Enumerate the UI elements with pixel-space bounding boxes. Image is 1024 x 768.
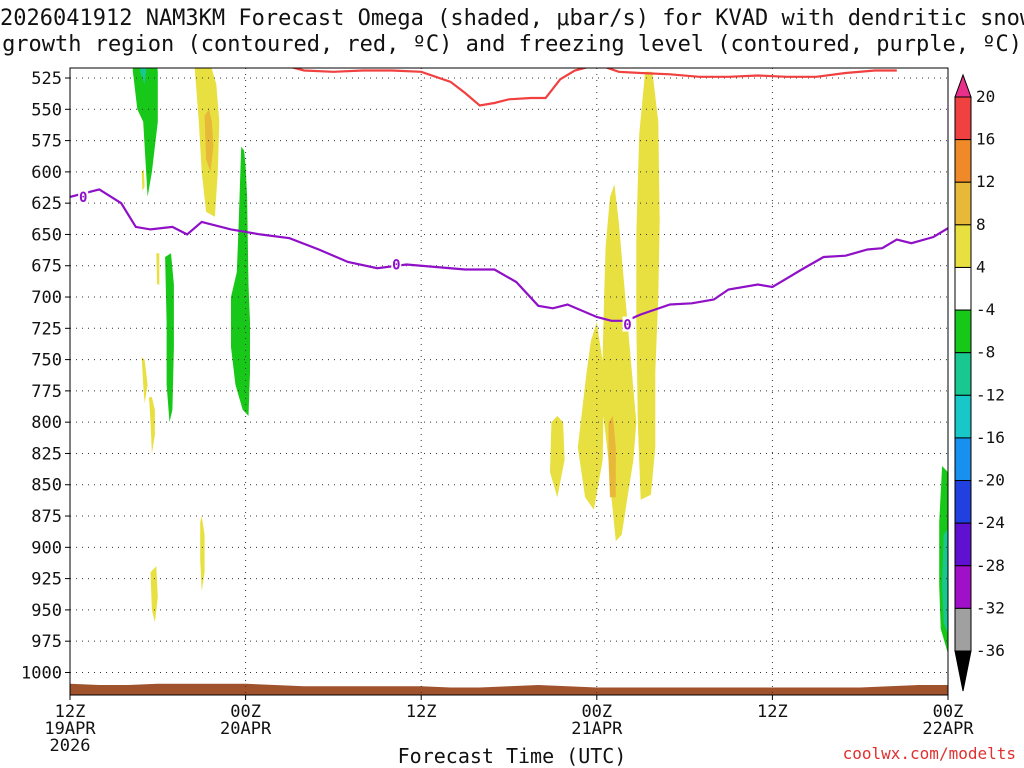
- colorbar-bin-12: [954, 607, 972, 652]
- colorbar-label-11: -28: [976, 556, 1005, 575]
- omega-shade-7: [132, 68, 158, 197]
- x-tick-label-36-0: 00Z: [581, 702, 612, 722]
- colorbar-bin-9: [954, 480, 972, 524]
- y-tick-label-825: 825: [31, 444, 62, 464]
- y-tick-label-525: 525: [31, 69, 62, 89]
- freezing-label-bg-0: [78, 188, 89, 204]
- colorbar-label-7: -12: [976, 385, 1005, 404]
- y-tick-label-850: 850: [31, 476, 62, 496]
- omega-shade-5: [608, 415, 616, 498]
- colorbar-bin-5: [954, 309, 972, 354]
- x-tick-label-60-1: 22APR: [922, 719, 974, 739]
- omega-shade-12: [942, 528, 948, 635]
- colorbar-bin-6: [954, 352, 972, 396]
- colorbar-label-4: 4: [976, 258, 986, 277]
- y-tick-label-975: 975: [31, 632, 62, 652]
- omega-shade-14: [150, 566, 158, 623]
- y-tick-label-1000: 1000: [21, 663, 62, 683]
- omega-shade-16: [141, 357, 148, 404]
- colorbar-label-2: 12: [976, 172, 995, 191]
- y-tick-label-875: 875: [31, 507, 62, 527]
- y-tick-label-550: 550: [31, 100, 62, 120]
- colorbar-bin-0: [954, 96, 972, 141]
- omega-shade-13: [149, 397, 155, 454]
- omega-shade-9: [165, 253, 174, 423]
- y-tick-label-675: 675: [31, 257, 62, 277]
- omega-shade-4: [550, 415, 565, 498]
- freezing-label-2: 0: [623, 318, 631, 334]
- credit-text: coolwx.com/modelts: [842, 744, 1016, 763]
- y-tick-label-800: 800: [31, 413, 62, 433]
- colorbar-label-13: -36: [976, 641, 1005, 660]
- y-tick-label-600: 600: [31, 163, 62, 183]
- y-tick-label-725: 725: [31, 319, 62, 339]
- colorbar-label-10: -24: [976, 513, 1005, 532]
- colorbar-label-9: -20: [976, 471, 1005, 490]
- freezing-label-bg-1: [391, 256, 402, 272]
- omega-shade-10: [231, 146, 250, 416]
- y-tick-label-750: 750: [31, 351, 62, 371]
- dendritic-contour-2: [604, 68, 897, 78]
- x-axis-title: Forecast Time (UTC): [397, 744, 627, 768]
- x-tick-label-36-1: 21APR: [571, 719, 623, 739]
- freezing-label-1: 0: [392, 257, 400, 273]
- colorbar-bin-2: [954, 181, 972, 226]
- x-tick-label-12-1: 20APR: [220, 719, 272, 739]
- x-tick-label-0-1: 19APR: [44, 719, 96, 739]
- chart-title-line-1: 2026041912 NAM3KM Forecast Omega (shaded…: [0, 6, 1024, 31]
- x-tick-label-24-0: 12Z: [406, 702, 437, 722]
- x-tick-label-0-2: 2026: [50, 736, 91, 756]
- freezing-level-line: [70, 188, 948, 322]
- x-tick-label-48-0: 12Z: [757, 702, 788, 722]
- omega-shade-2: [601, 184, 637, 542]
- colorbar-bin-1: [954, 139, 972, 183]
- colorbar-label-0: 20: [976, 87, 995, 106]
- colorbar-bottom-triangle: [954, 650, 972, 692]
- y-tick-label-900: 900: [31, 538, 62, 558]
- colorbar-label-1: 16: [976, 130, 995, 149]
- freezing-label-bg-2: [622, 316, 633, 332]
- colorbar-label-12: -32: [976, 598, 1005, 617]
- omega-shade-6: [636, 71, 660, 500]
- colorbar-bin-11: [954, 565, 972, 609]
- colorbar-label-5: -4: [976, 300, 995, 319]
- terrain-fill: [70, 683, 948, 695]
- dendritic-contour-1: [290, 68, 589, 107]
- colorbar-top-triangle: [954, 73, 972, 98]
- y-tick-label-950: 950: [31, 601, 62, 621]
- omega-shade-18: [141, 169, 145, 191]
- omega-shade-8: [139, 68, 147, 85]
- colorbar-bin-4: [954, 266, 972, 311]
- colorbar-bin-3: [954, 224, 972, 268]
- omega-shade-17: [156, 253, 160, 285]
- y-tick-label-575: 575: [31, 132, 62, 152]
- colorbar-bin-10: [954, 522, 972, 567]
- x-tick-label-60-0: 00Z: [933, 702, 964, 722]
- freezing-label-0: 0: [79, 190, 87, 206]
- colorbar-bin-7: [954, 394, 972, 439]
- y-tick-label-775: 775: [31, 382, 62, 402]
- colorbar-label-8: -16: [976, 428, 1005, 447]
- omega-shade-15: [200, 516, 205, 592]
- x-tick-label-0-0: 12Z: [55, 702, 86, 722]
- colorbar-bin-8: [954, 437, 972, 482]
- chart-title-line-2: growth region (contoured, red, ºC) and f…: [2, 32, 1022, 57]
- plot-frame: [69, 67, 949, 696]
- y-tick-label-925: 925: [31, 570, 62, 590]
- y-tick-label-700: 700: [31, 288, 62, 308]
- y-tick-label-650: 650: [31, 225, 62, 245]
- colorbar-label-6: -8: [976, 343, 995, 362]
- omega-shade-3: [577, 322, 605, 510]
- y-tick-label-625: 625: [31, 194, 62, 214]
- x-tick-label-12-0: 00Z: [230, 702, 261, 722]
- colorbar-label-3: 8: [976, 215, 986, 234]
